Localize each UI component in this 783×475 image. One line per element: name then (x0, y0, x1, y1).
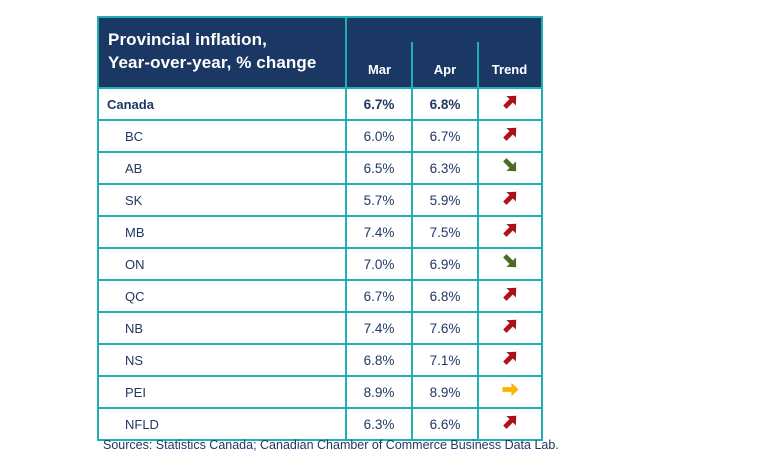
table-row: ON 7.0% 6.9% (97, 247, 543, 281)
apr-value: 5.9% (411, 183, 479, 217)
trend-cell (477, 311, 543, 345)
table-row: PEI 8.9% 8.9% (97, 375, 543, 409)
column-header-apr: Apr (411, 17, 478, 88)
mar-value: 6.5% (345, 151, 413, 185)
inflation-table-figure: Provincial inflation, Year-over-year, % … (97, 16, 543, 441)
apr-value: 6.6% (411, 407, 479, 441)
region-label: NS (97, 343, 347, 377)
trend-cell (477, 183, 543, 217)
mar-value: 7.0% (345, 247, 413, 281)
mar-value: 6.7% (345, 87, 413, 121)
apr-value: 6.3% (411, 151, 479, 185)
trend-cell (477, 215, 543, 249)
trend-up-icon (501, 188, 520, 207)
apr-value: 6.8% (411, 279, 479, 313)
column-header-mar: Mar (345, 17, 412, 88)
table-row: AB 6.5% 6.3% (97, 151, 543, 185)
region-label: SK (97, 183, 347, 217)
column-header-trend: Trend (477, 17, 542, 88)
apr-value: 6.8% (411, 87, 479, 121)
trend-cell (477, 87, 543, 121)
apr-value: 7.6% (411, 311, 479, 345)
region-label: QC (97, 279, 347, 313)
apr-value: 8.9% (411, 375, 479, 409)
trend-up-icon (501, 316, 520, 335)
trend-up-icon (501, 348, 520, 367)
mar-value: 5.7% (345, 183, 413, 217)
sources-note: Sources: Statistics Canada; Canadian Cha… (103, 438, 559, 452)
table-row: MB 7.4% 7.5% (97, 215, 543, 249)
mar-value: 6.3% (345, 407, 413, 441)
trend-up-icon (501, 284, 520, 303)
table-row: BC 6.0% 6.7% (97, 119, 543, 153)
trend-cell (477, 343, 543, 377)
region-label: AB (97, 151, 347, 185)
mar-value: 7.4% (345, 311, 413, 345)
apr-value: 6.7% (411, 119, 479, 153)
mar-value: 6.7% (345, 279, 413, 313)
region-label: NFLD (97, 407, 347, 441)
apr-value: 7.5% (411, 215, 479, 249)
region-label: ON (97, 247, 347, 281)
region-label: NB (97, 311, 347, 345)
trend-cell (477, 279, 543, 313)
mar-value: 6.0% (345, 119, 413, 153)
trend-up-icon (501, 412, 520, 431)
trend-cell (477, 247, 543, 281)
mar-value: 8.9% (345, 375, 413, 409)
apr-value: 6.9% (411, 247, 479, 281)
region-label: BC (97, 119, 347, 153)
mar-value: 7.4% (345, 215, 413, 249)
trend-down-icon (501, 156, 520, 175)
apr-value: 7.1% (411, 343, 479, 377)
trend-cell (477, 119, 543, 153)
region-label: MB (97, 215, 347, 249)
table-row: NB 7.4% 7.6% (97, 311, 543, 345)
table-row: NFLD 6.3% 6.6% (97, 407, 543, 441)
table-title-line2: Year-over-year, % change (108, 52, 317, 72)
table-title: Provincial inflation, Year-over-year, % … (98, 17, 346, 88)
table-title-line1: Provincial inflation, (108, 30, 267, 50)
trend-up-icon (501, 220, 520, 239)
trend-up-icon (501, 92, 520, 111)
trend-cell (477, 407, 543, 441)
mar-value: 6.8% (345, 343, 413, 377)
trend-up-icon (501, 124, 520, 143)
provincial-inflation-table: Provincial inflation, Year-over-year, % … (97, 16, 543, 441)
region-label: PEI (97, 375, 347, 409)
table-body: Canada 6.7% 6.8% BC 6.0% 6.7% AB 6.5% 6.… (97, 87, 543, 441)
table-row: NS 6.8% 7.1% (97, 343, 543, 377)
trend-cell (477, 375, 543, 409)
trend-cell (477, 151, 543, 185)
table-header: Provincial inflation, Year-over-year, % … (98, 17, 542, 88)
trend-flat-icon (501, 380, 520, 399)
region-label: Canada (97, 87, 347, 121)
table-row: SK 5.7% 5.9% (97, 183, 543, 217)
table-row: QC 6.7% 6.8% (97, 279, 543, 313)
table-row: Canada 6.7% 6.8% (97, 87, 543, 121)
trend-down-icon (501, 252, 520, 271)
